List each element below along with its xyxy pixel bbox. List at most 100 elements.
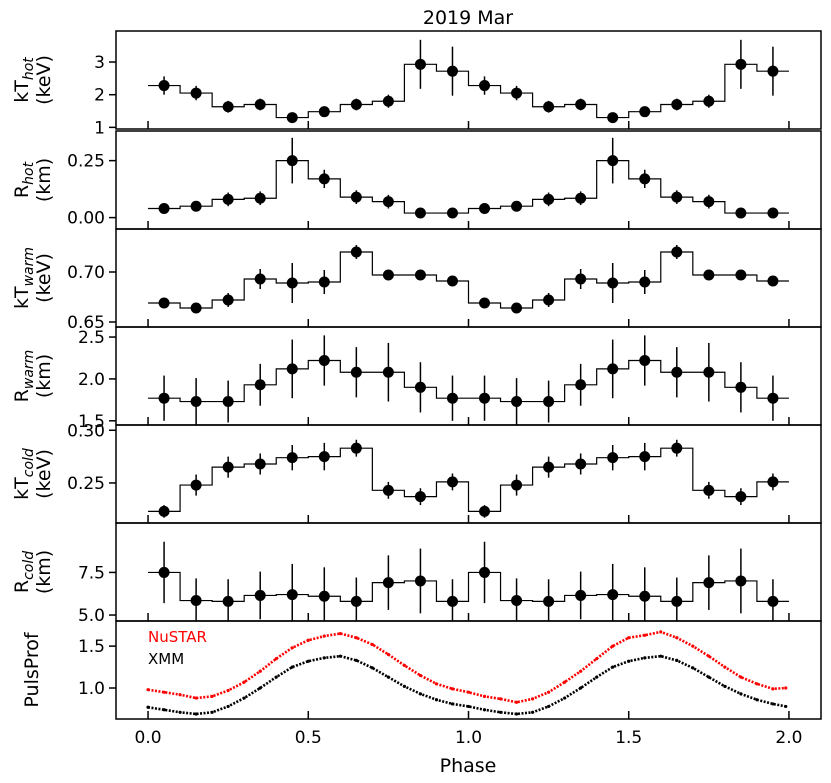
- data-point: [158, 566, 170, 578]
- data-point: [575, 273, 587, 285]
- data-point: [735, 575, 747, 587]
- data-point: [703, 366, 715, 378]
- x-tick-label: 0.5: [295, 728, 322, 748]
- panel-kt-cold: 0.25 0.30 kTcold(keV): [11, 421, 822, 524]
- x-tick-label: 1.0: [455, 728, 482, 748]
- data-point: [254, 379, 266, 391]
- series-point: [290, 646, 294, 650]
- data-point: [671, 366, 683, 378]
- data-point: [735, 269, 747, 281]
- panel-frame: [115, 326, 822, 426]
- series-point: [659, 630, 663, 634]
- data-point: [639, 106, 651, 118]
- data-point: [543, 193, 555, 205]
- data-point: [735, 491, 747, 503]
- data-point: [607, 589, 619, 601]
- series-point: [659, 654, 663, 658]
- data-point: [286, 589, 298, 601]
- series-point: [178, 693, 182, 697]
- data-point: [543, 101, 555, 113]
- series-point: [274, 675, 278, 679]
- data-point: [414, 207, 426, 219]
- series-point: [434, 698, 439, 702]
- data-point: [286, 277, 298, 289]
- data-point: [382, 366, 394, 378]
- data-point: [222, 294, 234, 306]
- data-point: [222, 396, 234, 408]
- data-point: [350, 595, 362, 607]
- data-point: [543, 294, 555, 306]
- y-tick-label: 0.70: [67, 263, 105, 283]
- series-point: [290, 665, 294, 669]
- data-point: [382, 269, 394, 281]
- y-tick-label: 7.5: [78, 563, 105, 583]
- data-point: [254, 192, 266, 204]
- y-axis-label: kThot: [11, 57, 37, 103]
- data-point: [575, 458, 587, 470]
- data-point: [190, 396, 202, 408]
- series-point: [563, 696, 567, 700]
- y-tick-label: 0.30: [67, 421, 105, 441]
- series-point: [514, 712, 519, 716]
- series-point: [675, 636, 679, 640]
- panel-frame: [115, 620, 822, 720]
- panel-kt-warm: 0.65 0.70 kTwarm(keV): [11, 228, 822, 333]
- series-point: [370, 642, 374, 647]
- series-point: [146, 705, 150, 709]
- data-point: [479, 566, 491, 578]
- y-tick-label: 0.25: [67, 152, 105, 172]
- series-point: [530, 710, 535, 714]
- series-point: [547, 704, 551, 709]
- y-tick-label: 2.0: [78, 370, 105, 390]
- data-point: [446, 275, 458, 287]
- y-axis-label: Rhot: [11, 161, 37, 198]
- panel-frame: [115, 130, 822, 230]
- data-point: [703, 95, 715, 107]
- series-point: [242, 696, 246, 700]
- y-tick-label: 2: [94, 86, 105, 106]
- series-point: [450, 702, 455, 706]
- y-axis-label-subscript: warm: [21, 350, 37, 389]
- data-point: [607, 112, 619, 124]
- series-point: [402, 684, 407, 688]
- data-point: [190, 479, 202, 491]
- data-point: [511, 200, 523, 212]
- x-tick-label: 1.5: [615, 728, 642, 748]
- y-tick-label: 1.5: [78, 412, 105, 432]
- data-point: [575, 589, 587, 601]
- data-point: [575, 99, 587, 110]
- series-point: [691, 666, 695, 670]
- data-point: [543, 595, 555, 607]
- series-point: [386, 652, 390, 657]
- legend-label: NuSTAR: [148, 628, 207, 646]
- series-point: [306, 659, 310, 663]
- series-point: [210, 694, 214, 698]
- series-point: [418, 692, 423, 696]
- series-point: [595, 675, 599, 679]
- y-axis-label-subscript: hot: [21, 161, 37, 184]
- series-point: [450, 687, 455, 691]
- data-point: [158, 505, 170, 517]
- data-point: [479, 505, 491, 517]
- data-point: [511, 396, 523, 408]
- x-axis-label: Phase: [440, 755, 497, 777]
- series-point: [579, 669, 583, 673]
- y-axis-label-subscript: hot: [21, 57, 37, 80]
- data-point: [350, 191, 362, 203]
- series-point: [226, 688, 230, 693]
- data-point: [222, 101, 234, 113]
- y-tick-label: 5.0: [78, 606, 105, 626]
- y-axis-label-subscript: cold: [21, 448, 37, 477]
- data-point: [318, 276, 330, 288]
- data-point: [222, 595, 234, 607]
- panel-pulsprof: 0.0 0.5 1.0 1.5 2.0 1.0 1.5 PulsProf NuSTAR XMM: [21, 620, 822, 748]
- data-point: [479, 202, 491, 214]
- data-point: [190, 200, 202, 212]
- series-point: [338, 631, 342, 636]
- series-point: [784, 704, 788, 709]
- step-line: [148, 447, 789, 513]
- series-point: [739, 692, 743, 696]
- series-line: [147, 654, 787, 716]
- data-point: [286, 112, 298, 124]
- data-point: [607, 452, 619, 464]
